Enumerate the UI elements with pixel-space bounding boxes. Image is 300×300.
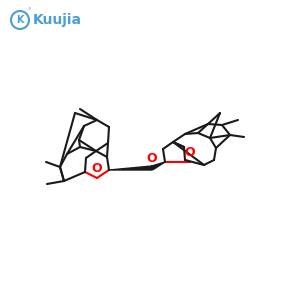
Polygon shape (109, 166, 152, 170)
Text: Kuujia: Kuujia (33, 13, 82, 27)
Polygon shape (151, 162, 165, 170)
Text: O: O (147, 152, 157, 165)
Text: °: ° (27, 8, 31, 14)
Text: O: O (92, 162, 102, 175)
Text: O: O (185, 146, 195, 159)
Text: K: K (16, 15, 24, 25)
